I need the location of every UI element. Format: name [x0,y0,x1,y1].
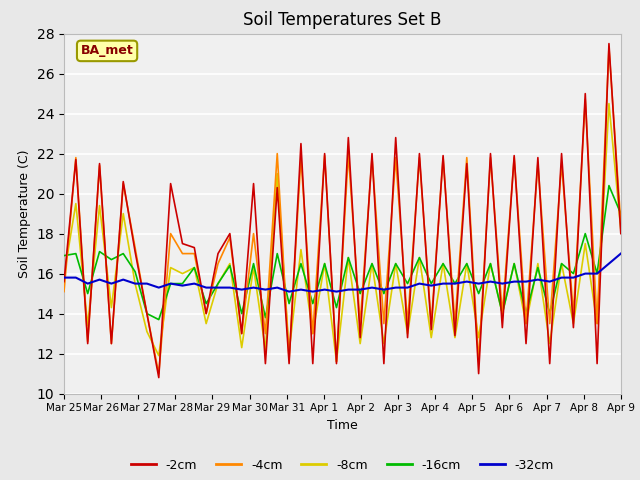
Legend: -2cm, -4cm, -8cm, -16cm, -32cm: -2cm, -4cm, -8cm, -16cm, -32cm [125,454,559,477]
X-axis label: Time: Time [327,419,358,432]
Title: Soil Temperatures Set B: Soil Temperatures Set B [243,11,442,29]
Y-axis label: Soil Temperature (C): Soil Temperature (C) [18,149,31,278]
Text: BA_met: BA_met [81,44,134,58]
